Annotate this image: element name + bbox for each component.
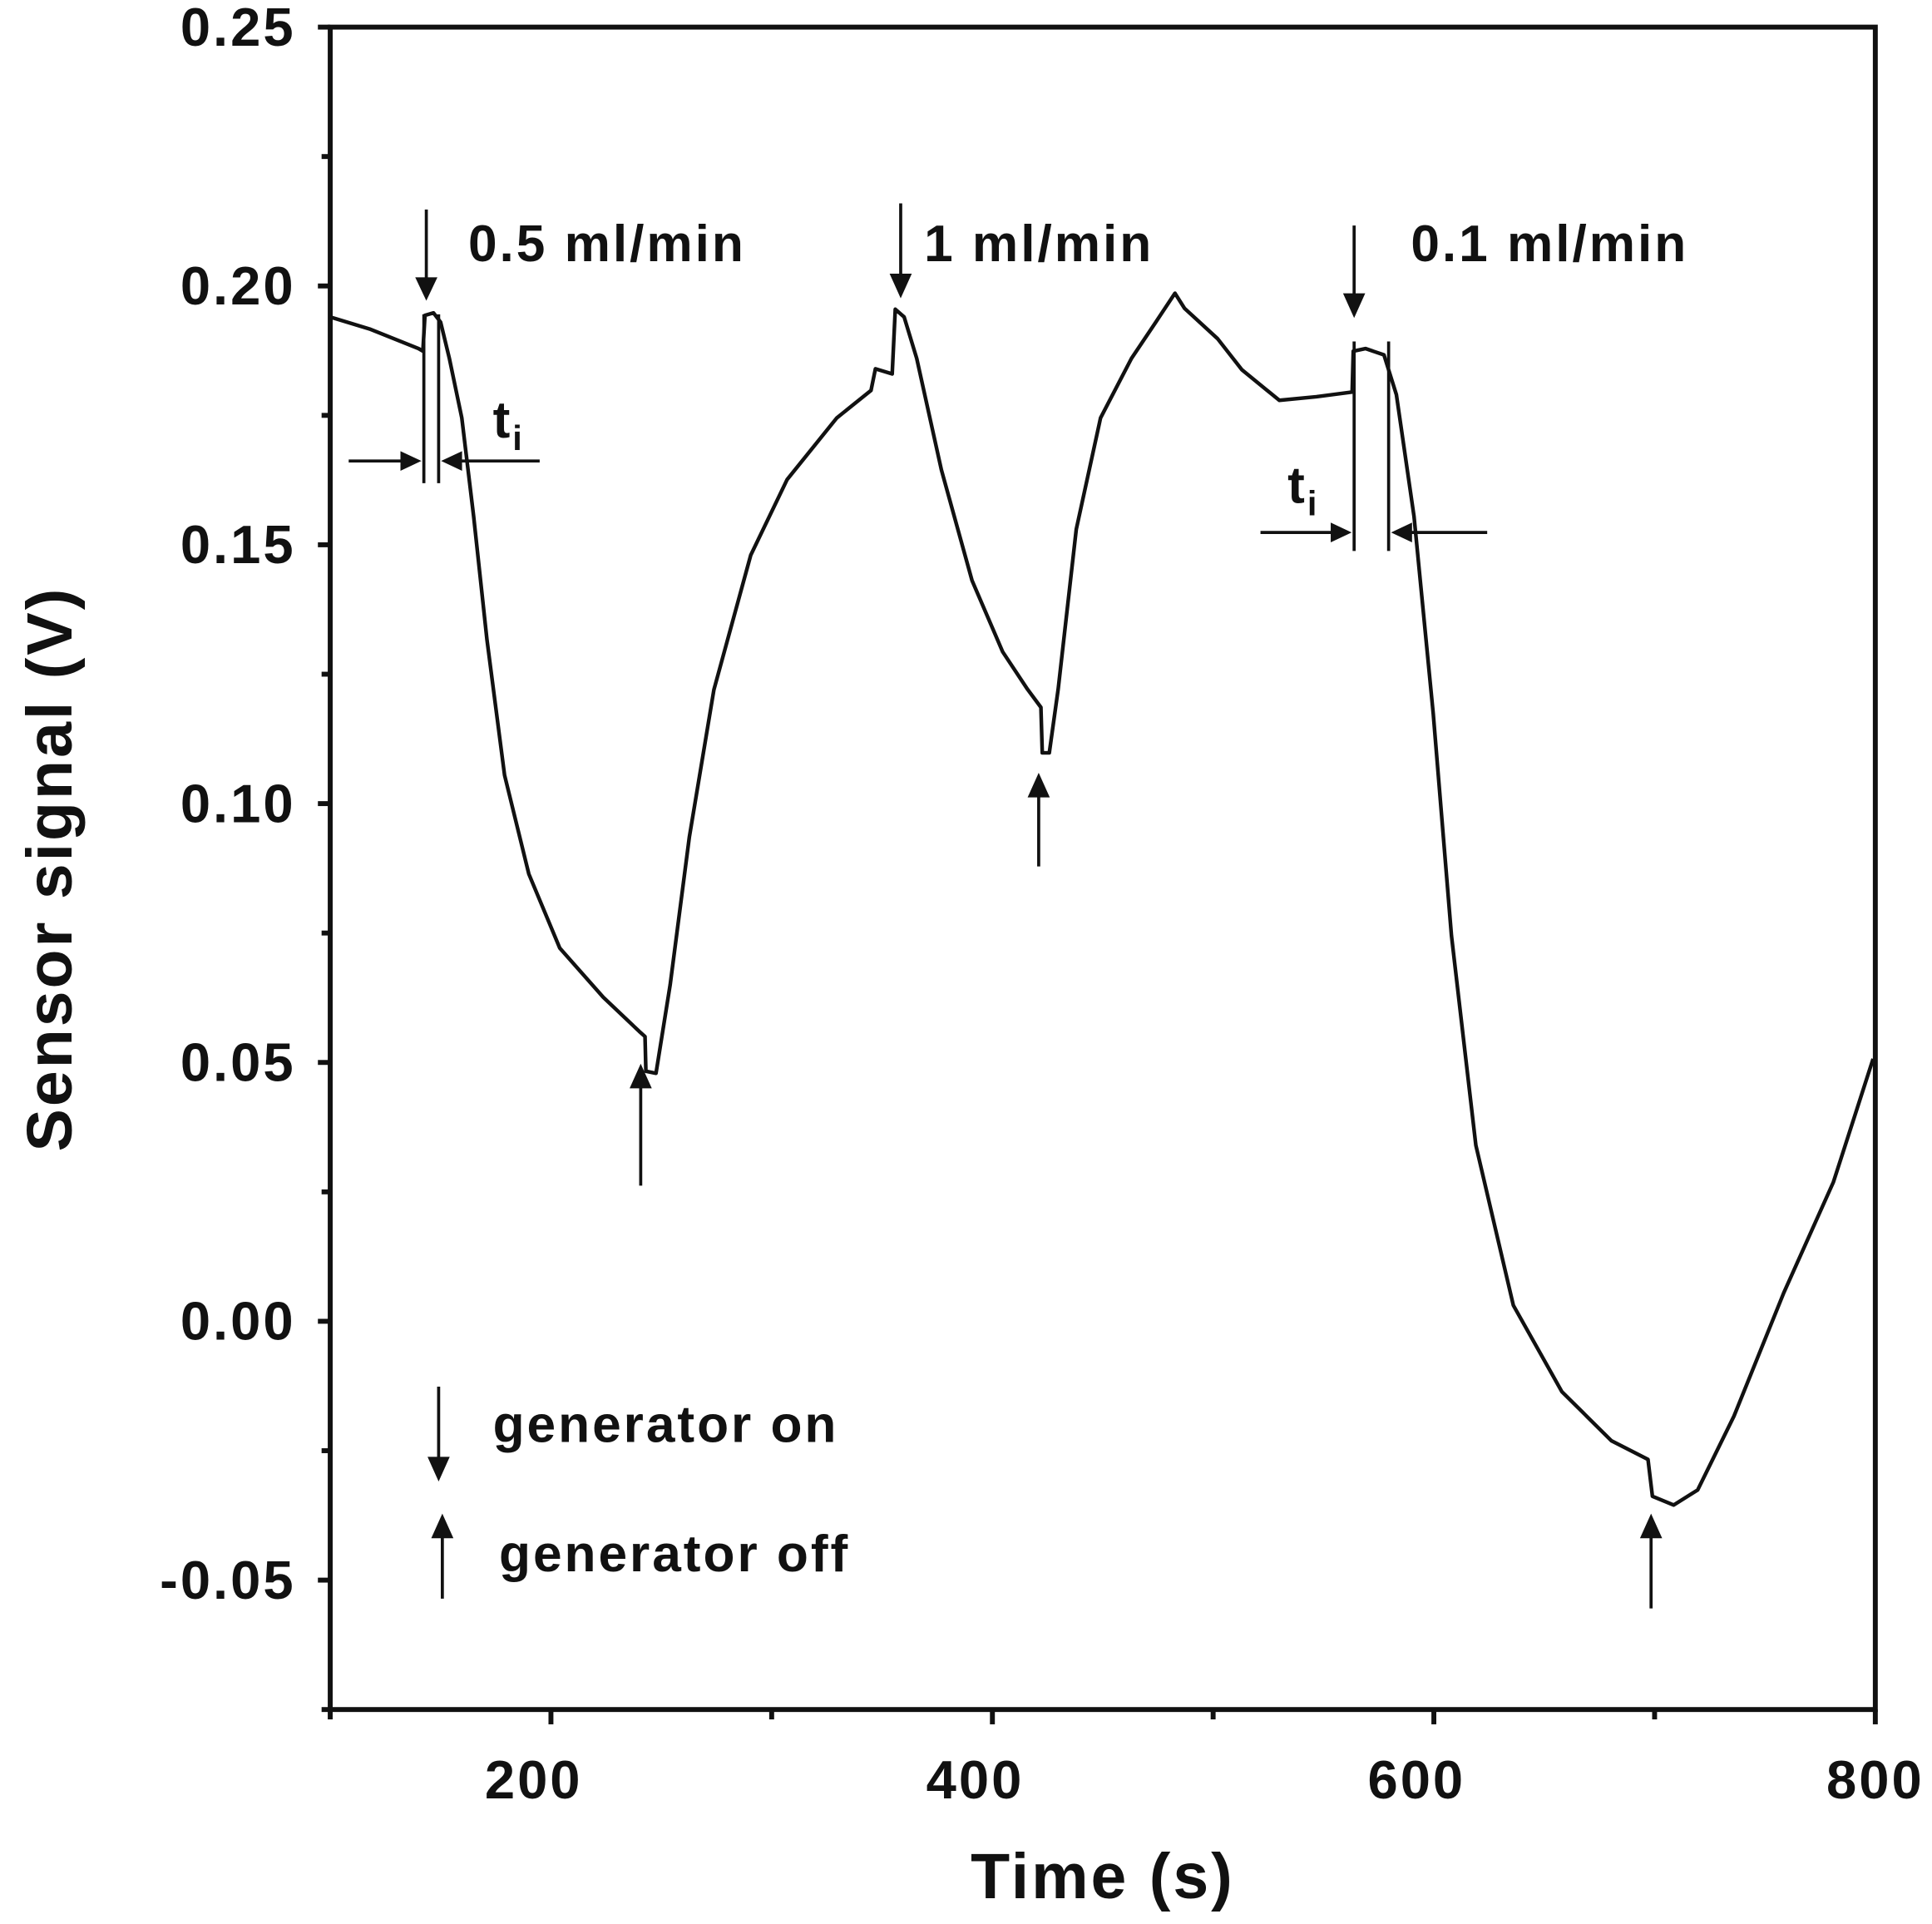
arrow-head bbox=[1342, 293, 1366, 319]
y-tick-label: 0.25 bbox=[180, 0, 296, 57]
legend-text: generator off bbox=[499, 1526, 850, 1583]
plot-frame bbox=[328, 24, 1878, 1713]
arrow-head bbox=[1027, 773, 1050, 798]
annotation: i bbox=[1307, 483, 1319, 522]
annotation: i bbox=[512, 418, 524, 458]
x-tick-label: 200 bbox=[485, 1749, 583, 1810]
x-tick-label: 800 bbox=[1826, 1749, 1925, 1810]
y-tick-label: 0.05 bbox=[180, 1031, 296, 1092]
arrow-head bbox=[431, 1513, 454, 1539]
annotation: 0.5 ml/min bbox=[468, 215, 746, 273]
arrow-head bbox=[1331, 522, 1352, 542]
arrow-head bbox=[1639, 1513, 1663, 1539]
x-tick-label: 400 bbox=[926, 1749, 1025, 1810]
legend-text: generator on bbox=[493, 1397, 839, 1454]
arrow-head bbox=[889, 273, 912, 299]
arrow-head bbox=[415, 277, 437, 301]
y-tick-label: 0.15 bbox=[180, 514, 296, 575]
annotation: t bbox=[1287, 458, 1307, 515]
y-tick-label: 0.20 bbox=[180, 255, 296, 316]
annotation: t bbox=[493, 392, 513, 449]
x-tick-label: 600 bbox=[1367, 1749, 1465, 1810]
annotations: 0.5 ml/min 1 ml/min 0.1 ml/min t i t i g… bbox=[348, 203, 1688, 1609]
x-axis-label: Time (s) bbox=[971, 1841, 1235, 1912]
annotation: 0.1 ml/min bbox=[1411, 215, 1688, 273]
annotation: 1 ml/min bbox=[924, 215, 1154, 273]
arrow-head bbox=[400, 451, 422, 472]
arrow-head bbox=[630, 1063, 652, 1089]
arrow-head bbox=[1391, 522, 1412, 542]
y-axis-label: Sensor signal (V) bbox=[14, 586, 86, 1152]
y-tick-label: -0.05 bbox=[160, 1550, 295, 1610]
y-tick-label: 0.10 bbox=[180, 773, 296, 833]
y-tick-label: 0.00 bbox=[180, 1291, 296, 1352]
arrow-head bbox=[427, 1457, 450, 1482]
signal-line bbox=[329, 291, 1875, 1507]
arrow-head bbox=[441, 451, 462, 472]
